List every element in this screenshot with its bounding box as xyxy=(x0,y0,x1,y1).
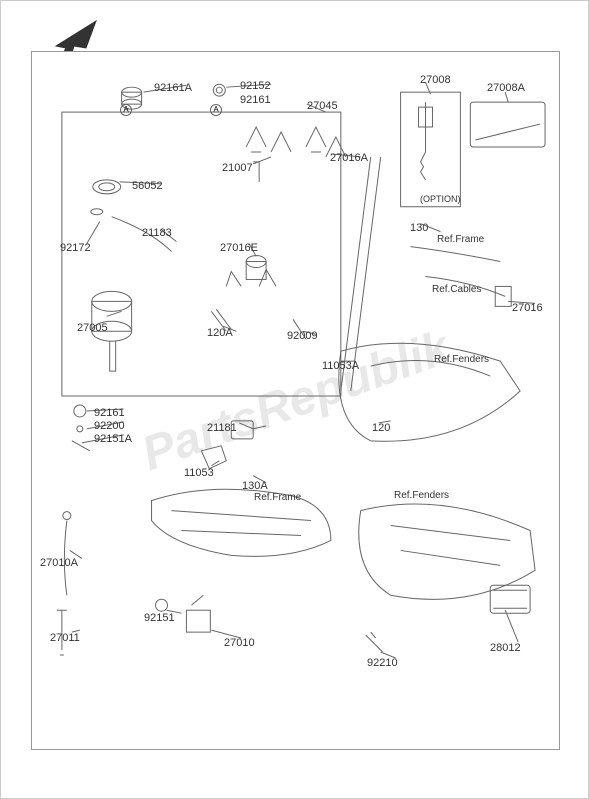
marker-A-2: A xyxy=(210,104,222,116)
schematic-lines xyxy=(32,52,559,749)
drawing-canvas: PartsRepublik xyxy=(31,51,560,750)
label-27005: 27005 xyxy=(77,322,108,334)
diagram-container: PartsRepublik xyxy=(0,0,589,799)
label-120: 120 xyxy=(372,422,390,434)
ref-fenders-1: Ref.Fenders xyxy=(434,354,489,365)
label-130A: 130A xyxy=(242,480,268,492)
label-27045: 27045 xyxy=(307,100,338,112)
label-21181: 21181 xyxy=(207,422,237,434)
label-27008A: 27008A xyxy=(487,82,525,94)
label-92151A: 92151A xyxy=(94,433,132,445)
label-11053: 11053 xyxy=(184,467,214,479)
label-27010: 27010 xyxy=(224,637,255,649)
ref-fenders-2: Ref.Fenders xyxy=(394,490,449,501)
label-92161-left: 92161 xyxy=(94,407,125,419)
label-27010A: 27010A xyxy=(40,557,78,569)
label-27011: 27011 xyxy=(50,632,80,644)
label-21183: 21183 xyxy=(142,227,172,239)
label-92210: 92210 xyxy=(367,657,398,669)
ref-frame-1: Ref.Frame xyxy=(437,234,484,245)
label-28012: 28012 xyxy=(490,642,521,654)
label-92172: 92172 xyxy=(60,242,91,254)
label-27016: 27016 xyxy=(512,302,543,314)
ref-frame-2: Ref.Frame xyxy=(254,492,301,503)
label-56052: 56052 xyxy=(132,180,163,192)
label-92200: 92200 xyxy=(94,420,125,432)
label-11053A: 11053A xyxy=(322,360,359,372)
label-120A: 120A xyxy=(207,327,233,339)
label-92161-top: 92161 xyxy=(240,94,271,106)
label-92161A: 92161A xyxy=(154,82,192,94)
label-92151: 92151 xyxy=(144,612,175,624)
label-92152: 92152 xyxy=(240,80,271,92)
label-27008: 27008 xyxy=(420,74,451,86)
option-label: (OPTION) xyxy=(420,194,461,204)
marker-A-1: A xyxy=(120,104,132,116)
label-27016A: 27016A xyxy=(330,152,368,164)
label-130: 130 xyxy=(410,222,428,234)
label-92009: 92009 xyxy=(287,330,318,342)
label-21007: 21007 xyxy=(222,162,253,174)
ref-cables: Ref.Cables xyxy=(432,284,481,295)
label-27016E: 27016E xyxy=(220,242,258,254)
